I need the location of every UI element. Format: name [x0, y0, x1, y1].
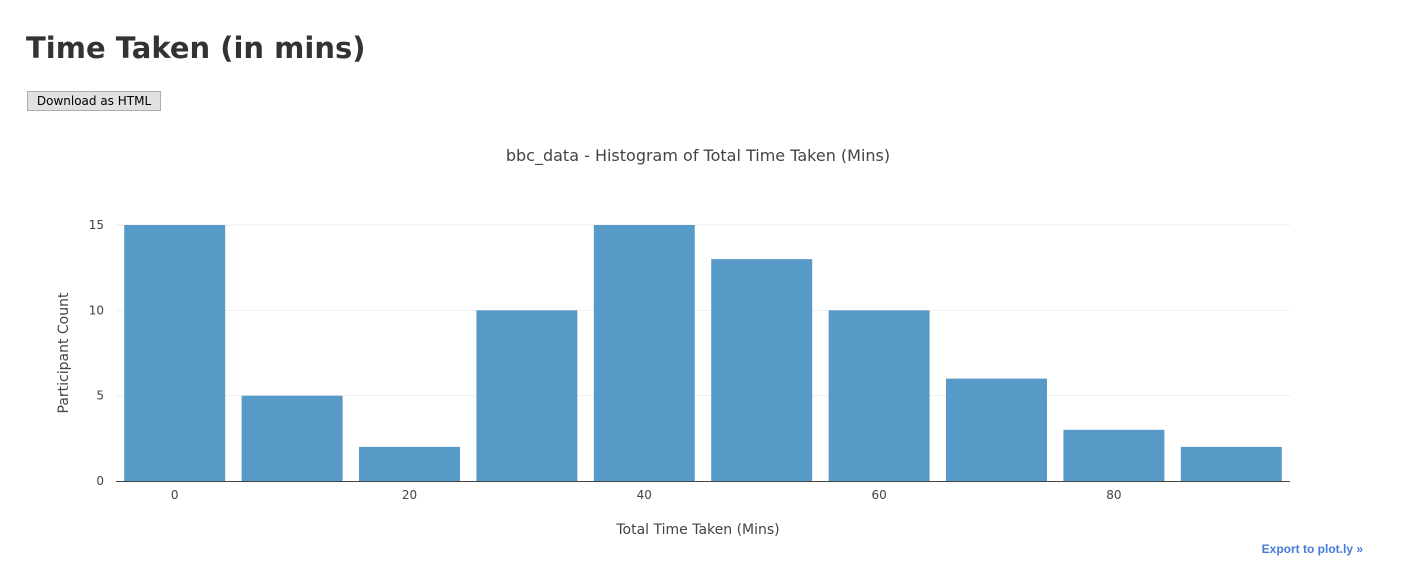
x-tick-label: 60 — [871, 488, 886, 502]
y-tick-label: 10 — [89, 303, 104, 317]
histogram-svg: 0 5 10 15 0 20 40 60 80 bbc_data - Histogram of… — [56, 146, 1290, 538]
histogram-bar[interactable] — [1180, 446, 1282, 481]
download-html-button[interactable]: Download as HTML — [27, 91, 161, 111]
histogram-bar[interactable] — [476, 310, 578, 481]
histogram-bar[interactable] — [124, 225, 226, 481]
x-tick-label: 20 — [402, 488, 417, 502]
histogram-bar[interactable] — [241, 395, 343, 481]
histogram-bar[interactable] — [1063, 429, 1165, 481]
page-title: Time Taken (in mins) — [26, 31, 366, 65]
chart-title: bbc_data - Histogram of Total Time Taken… — [506, 146, 890, 166]
grid-layer — [116, 224, 1290, 397]
y-tick-labels: 0 5 10 15 — [89, 218, 104, 488]
y-tick-label: 0 — [96, 474, 104, 488]
histogram-bar[interactable] — [828, 310, 930, 481]
y-tick-label: 15 — [89, 218, 104, 232]
x-tick-label: 40 — [637, 488, 652, 502]
y-tick-label: 5 — [96, 389, 104, 403]
x-tick-labels: 0 20 40 60 80 — [171, 488, 1122, 502]
y-axis-title: Participant Count — [56, 292, 72, 413]
x-tick-label: 0 — [171, 488, 179, 502]
x-axis-title: Total Time Taken (Mins) — [615, 522, 779, 538]
histogram-bar[interactable] — [946, 378, 1047, 481]
histogram-chart: 0 5 10 15 0 20 40 60 80 bbc_data - Histogram of… — [0, 130, 1412, 587]
histogram-bar[interactable] — [711, 259, 813, 481]
histogram-bar[interactable] — [359, 446, 460, 481]
histogram-bar[interactable] — [593, 225, 695, 481]
x-tick-label: 80 — [1106, 488, 1121, 502]
bar-layer — [124, 225, 1282, 481]
export-to-plotly-link[interactable]: Export to plot.ly » — [1261, 542, 1363, 556]
